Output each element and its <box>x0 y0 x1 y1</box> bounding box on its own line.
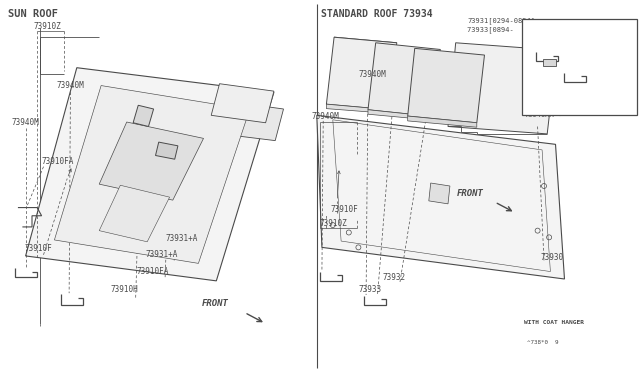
Text: 73931+A: 73931+A <box>146 250 179 259</box>
Text: ^738*0  9: ^738*0 9 <box>527 340 558 345</box>
Text: SUN ROOF: SUN ROOF <box>8 9 58 19</box>
Polygon shape <box>408 48 484 123</box>
Bar <box>522 19 637 115</box>
Polygon shape <box>99 185 170 242</box>
Polygon shape <box>368 43 440 116</box>
Text: 96750: 96750 <box>525 94 546 100</box>
Text: 73930: 73930 <box>541 253 564 262</box>
Polygon shape <box>429 183 450 204</box>
Polygon shape <box>133 105 154 126</box>
Polygon shape <box>368 110 432 120</box>
Polygon shape <box>211 84 274 123</box>
Text: 73933: 73933 <box>358 285 381 294</box>
Text: 73910F: 73910F <box>24 244 52 253</box>
Polygon shape <box>543 59 556 66</box>
Text: 73933[0894-     ]: 73933[0894- ] <box>467 26 540 33</box>
Polygon shape <box>156 142 178 159</box>
Text: 73910F: 73910F <box>330 205 358 214</box>
Text: 73910FA: 73910FA <box>136 267 169 276</box>
Text: 73910Z: 73910Z <box>34 22 61 31</box>
Text: 96750: 96750 <box>525 97 546 103</box>
Polygon shape <box>317 115 564 279</box>
Polygon shape <box>99 122 204 200</box>
Polygon shape <box>326 37 397 110</box>
Text: 73940MA: 73940MA <box>525 112 554 118</box>
Text: 73940M: 73940M <box>56 81 84 90</box>
Text: 73940M: 73940M <box>358 70 386 79</box>
Text: 73940M: 73940M <box>12 118 39 127</box>
Polygon shape <box>326 104 389 113</box>
Text: ^738*0  9: ^738*0 9 <box>529 108 558 113</box>
Text: 73932: 73932 <box>382 273 405 282</box>
Text: 73940M: 73940M <box>312 112 339 121</box>
Text: WITH COAT HANGER: WITH COAT HANGER <box>526 102 582 107</box>
Text: 73931+A: 73931+A <box>165 234 198 243</box>
Text: WITH COAT HANGER: WITH COAT HANGER <box>524 320 584 326</box>
Text: FRONT: FRONT <box>456 189 483 198</box>
Polygon shape <box>448 43 557 134</box>
Polygon shape <box>54 86 250 263</box>
Polygon shape <box>26 68 274 281</box>
Text: 73910Z: 73910Z <box>320 219 348 228</box>
Polygon shape <box>408 116 477 127</box>
Text: 73910H: 73910H <box>111 285 138 294</box>
Text: 73940MA: 73940MA <box>525 109 554 115</box>
Text: FRONT: FRONT <box>202 299 228 308</box>
Polygon shape <box>221 102 284 141</box>
Text: 73931[0294-0894]: 73931[0294-0894] <box>467 17 535 24</box>
Text: 73910FA: 73910FA <box>42 157 74 166</box>
Text: STANDARD ROOF 73934: STANDARD ROOF 73934 <box>321 9 433 19</box>
